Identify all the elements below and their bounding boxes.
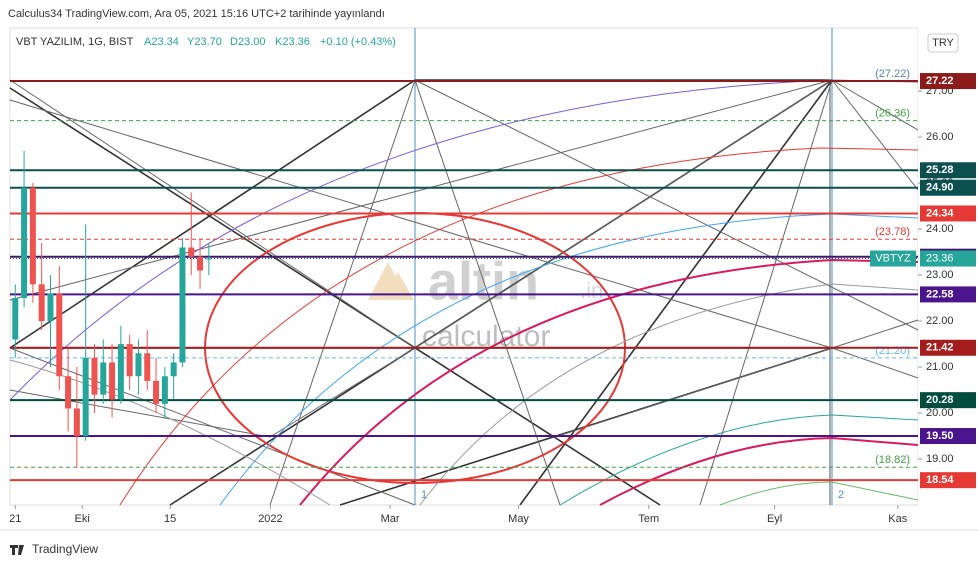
level-label: 24.90 (926, 182, 954, 194)
level-label-box (920, 179, 976, 196)
fib-label: (21.20) (875, 345, 910, 357)
x-tick-label: Mar (381, 513, 400, 525)
cycle-label: 2 (838, 489, 844, 501)
y-tick-label: 23.00 (926, 269, 954, 281)
level-label: 21.42 (926, 342, 954, 354)
x-tick-label: 21 (9, 513, 21, 525)
candle-body (135, 353, 142, 377)
level-label: 18.54 (926, 474, 954, 486)
candle-body (47, 293, 54, 322)
candle-body (170, 362, 177, 377)
level-label: 20.28 (926, 394, 954, 406)
level-label-box (920, 162, 976, 179)
level-label-box (920, 472, 976, 489)
legend-change: +0.10 (+0.43%) (320, 36, 396, 48)
legend-close: K23.36 (275, 36, 310, 48)
last-price-label: 23.36 (926, 252, 954, 264)
candle-body (100, 362, 107, 395)
fib-label: (23.78) (875, 226, 910, 238)
legend: VBT YAZILIM, 1G, BIST A23.34 Y23.70 D23.… (16, 36, 396, 48)
candle-body (12, 298, 19, 340)
candle-body (179, 247, 186, 363)
y-tick-label: 20.00 (926, 407, 954, 419)
x-tick-label: 15 (164, 513, 176, 525)
last-price-box (920, 250, 976, 267)
y-tick-label: 21.00 (926, 361, 954, 373)
level-label-box (920, 339, 976, 356)
level-label: 24.34 (926, 207, 954, 219)
fib-label: (26.36) (875, 107, 910, 119)
x-tick-label: Kas (888, 513, 907, 525)
candle-body (197, 256, 204, 271)
candle-body (117, 344, 124, 400)
candle-body (153, 380, 160, 404)
fib-label: (27.22) (875, 68, 910, 80)
level-label-box (920, 286, 976, 303)
candle-body (65, 376, 72, 409)
candle-body (82, 357, 89, 437)
y-tick-label: 22.00 (926, 315, 954, 327)
x-tick-label: May (508, 513, 529, 525)
currency-button[interactable] (927, 33, 959, 53)
level-label: 25.28 (926, 164, 954, 176)
y-tick-label: 19.00 (926, 453, 954, 465)
candle-body (109, 362, 116, 400)
currency: TRY (932, 37, 954, 49)
level-label: 19.50 (926, 430, 954, 442)
candle-body (21, 187, 28, 299)
y-tick-label: 26.00 (926, 131, 954, 143)
footer-logo (10, 545, 24, 555)
level-label: 27.22 (926, 75, 954, 87)
legend-name: VBT YAZILIM, 1G, BIST (16, 36, 134, 48)
x-tick-label: Eyl (767, 513, 782, 525)
x-tick-label: 2022 (258, 513, 282, 525)
candle-body (56, 293, 63, 377)
legend-high: Y23.70 (187, 36, 222, 48)
watermark-logo (368, 262, 414, 300)
last-price-name-box (870, 250, 916, 267)
candle-body (126, 344, 133, 377)
candle-body (29, 187, 36, 285)
fib-label: (18.82) (875, 454, 910, 466)
x-tick-label: Tem (638, 513, 659, 525)
candle-body (144, 353, 151, 381)
level-label-box (920, 428, 976, 445)
last-price-name: VBTYZ (875, 252, 911, 264)
candle-body (188, 247, 195, 257)
watermark-suffix: .in (580, 278, 603, 303)
candle-body (73, 408, 80, 437)
footer: TradingView (32, 542, 98, 556)
legend-low: D23.00 (230, 36, 265, 48)
candle-body (205, 258, 212, 260)
legend-open: A23.34 (144, 36, 179, 48)
cycle-label: 1 (421, 489, 427, 501)
y-tick-label: 24.00 (926, 223, 954, 235)
x-tick-label: Eki (75, 513, 90, 525)
header: Calculus34 TradingView.com, Ara 05, 2021… (8, 8, 385, 20)
candle-body (38, 284, 45, 322)
level-label-box (920, 73, 976, 90)
level-label: 22.58 (926, 288, 954, 300)
candle-body (161, 376, 168, 404)
level-label-box (920, 205, 976, 222)
candle-body (91, 357, 98, 395)
level-label-box (920, 392, 976, 409)
